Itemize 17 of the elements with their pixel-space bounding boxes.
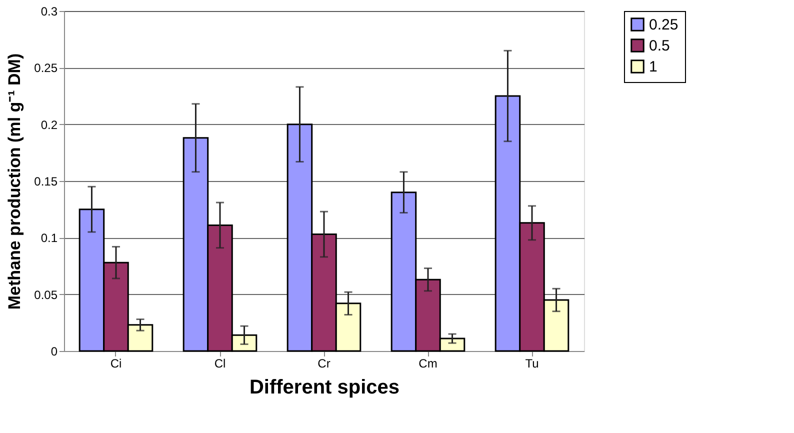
x-tick-label: Tu xyxy=(525,356,539,370)
x-tick-label: Ci xyxy=(110,356,122,370)
y-tick-label: 0.2 xyxy=(40,118,58,132)
y-axis-title: Methane production (ml g⁻¹ DM) xyxy=(5,53,24,310)
y-tick-label: 0 xyxy=(50,344,58,358)
legend-label: 1 xyxy=(649,58,658,76)
legend-label: 0.25 xyxy=(649,16,678,34)
x-tick-label: Cl xyxy=(214,356,226,370)
legend-label: 0.5 xyxy=(649,38,670,54)
y-tick-label: 0.05 xyxy=(34,288,58,302)
x-tick-label: Cr xyxy=(318,356,330,370)
x-axis-title: Different spices xyxy=(249,376,400,398)
y-tick-label: 0.25 xyxy=(34,61,58,76)
y-tick-label: 0.15 xyxy=(34,174,58,188)
y-tick-label: 0.3 xyxy=(40,4,58,18)
y-tick-label: 0.1 xyxy=(40,231,58,246)
x-tick-label: Cm xyxy=(418,356,438,370)
